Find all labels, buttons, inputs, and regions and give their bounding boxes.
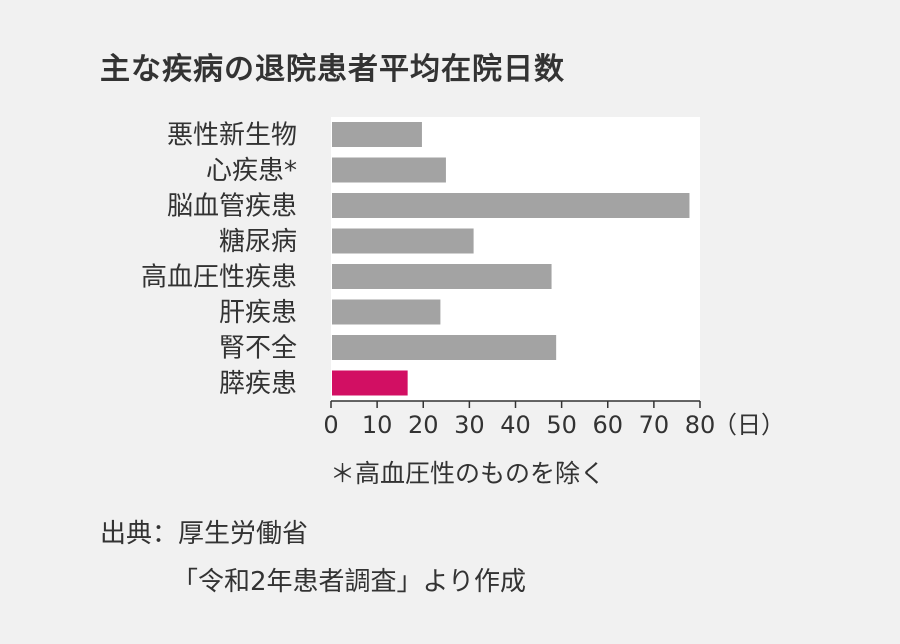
source-line: 出典：厚生労働省 <box>100 519 309 549</box>
bars <box>332 122 690 396</box>
category-label: 悪性新生物 <box>167 121 297 151</box>
x-tick-label: 80 <box>685 411 716 439</box>
x-tick-label: 0 <box>323 411 338 439</box>
category-label: 膵疾患 <box>219 369 297 399</box>
footnote: ＊高血圧性のものを除く <box>330 459 606 488</box>
x-tick-label: 70 <box>639 411 670 439</box>
x-tick-label: 30 <box>454 411 485 439</box>
x-axis-ticks: 0 10 20 30 40 50 60 70 80（日） <box>323 401 785 439</box>
bar-3 <box>332 228 474 254</box>
category-label: 高血圧性疾患 <box>141 263 297 293</box>
category-label: 糖尿病 <box>219 227 297 257</box>
category-label: 腎不全 <box>219 334 297 364</box>
x-tick-label: 60 <box>592 411 623 439</box>
bar-1 <box>332 157 446 183</box>
x-tick-label: 20 <box>408 411 439 439</box>
bar-6 <box>332 335 557 360</box>
chart-title: 主な疾病の退院患者平均在院日数 <box>100 52 565 87</box>
category-label: 脳血管疾患 <box>167 192 297 222</box>
x-axis-unit: （日） <box>713 411 785 439</box>
bar-0 <box>332 122 422 147</box>
bar-5 <box>332 299 441 325</box>
bar-4 <box>332 264 552 289</box>
source-detail: 「令和2年患者調査」より作成 <box>172 567 527 597</box>
bar-2 <box>332 193 690 218</box>
category-label: 肝疾患 <box>219 298 297 328</box>
bar-7 <box>332 370 408 396</box>
x-tick-label: 50 <box>546 411 577 439</box>
category-label: 心疾患* <box>206 156 297 186</box>
x-tick-label: 10 <box>362 411 393 439</box>
x-tick-label: 40 <box>500 411 531 439</box>
